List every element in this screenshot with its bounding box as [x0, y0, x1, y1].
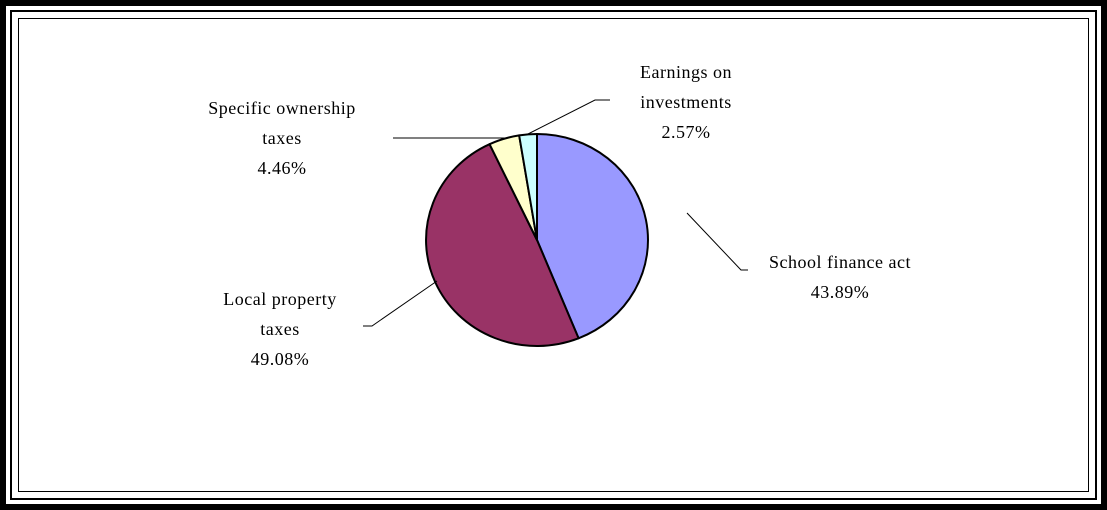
slice-label-4: Earnings on investments 2.57% — [640, 62, 732, 142]
slice-labels: School finance act 43.89% Local property ta… — [208, 62, 911, 369]
slice-label-2: Local property taxes 49.08% — [223, 289, 336, 369]
slice-label-line: Local property — [223, 289, 336, 309]
slice-label-line: 49.08% — [251, 349, 310, 369]
slice-label-3: Specific ownership taxes 4.46% — [208, 98, 355, 178]
leader-line-4 — [527, 99, 610, 135]
slice-label-line: 2.57% — [662, 122, 711, 142]
leader-line-2 — [363, 280, 438, 327]
slice-label-line: Specific ownership — [208, 98, 355, 118]
slice-label-line: Earnings on — [640, 62, 732, 82]
pie-slice-1 — [536, 133, 649, 340]
slice-label-1: School finance act 43.89% — [769, 252, 911, 302]
slice-label-line: 43.89% — [811, 282, 870, 302]
leader-lines — [363, 99, 748, 327]
pie-slices — [425, 133, 649, 347]
slice-label-line: taxes — [262, 128, 301, 148]
slice-label-line: 4.46% — [258, 158, 307, 178]
slice-label-line: taxes — [260, 319, 299, 339]
slice-label-line: investments — [640, 92, 732, 112]
leader-line-1 — [686, 212, 748, 271]
pie-slice-4 — [518, 133, 538, 241]
slice-label-line: School finance act — [769, 252, 911, 272]
